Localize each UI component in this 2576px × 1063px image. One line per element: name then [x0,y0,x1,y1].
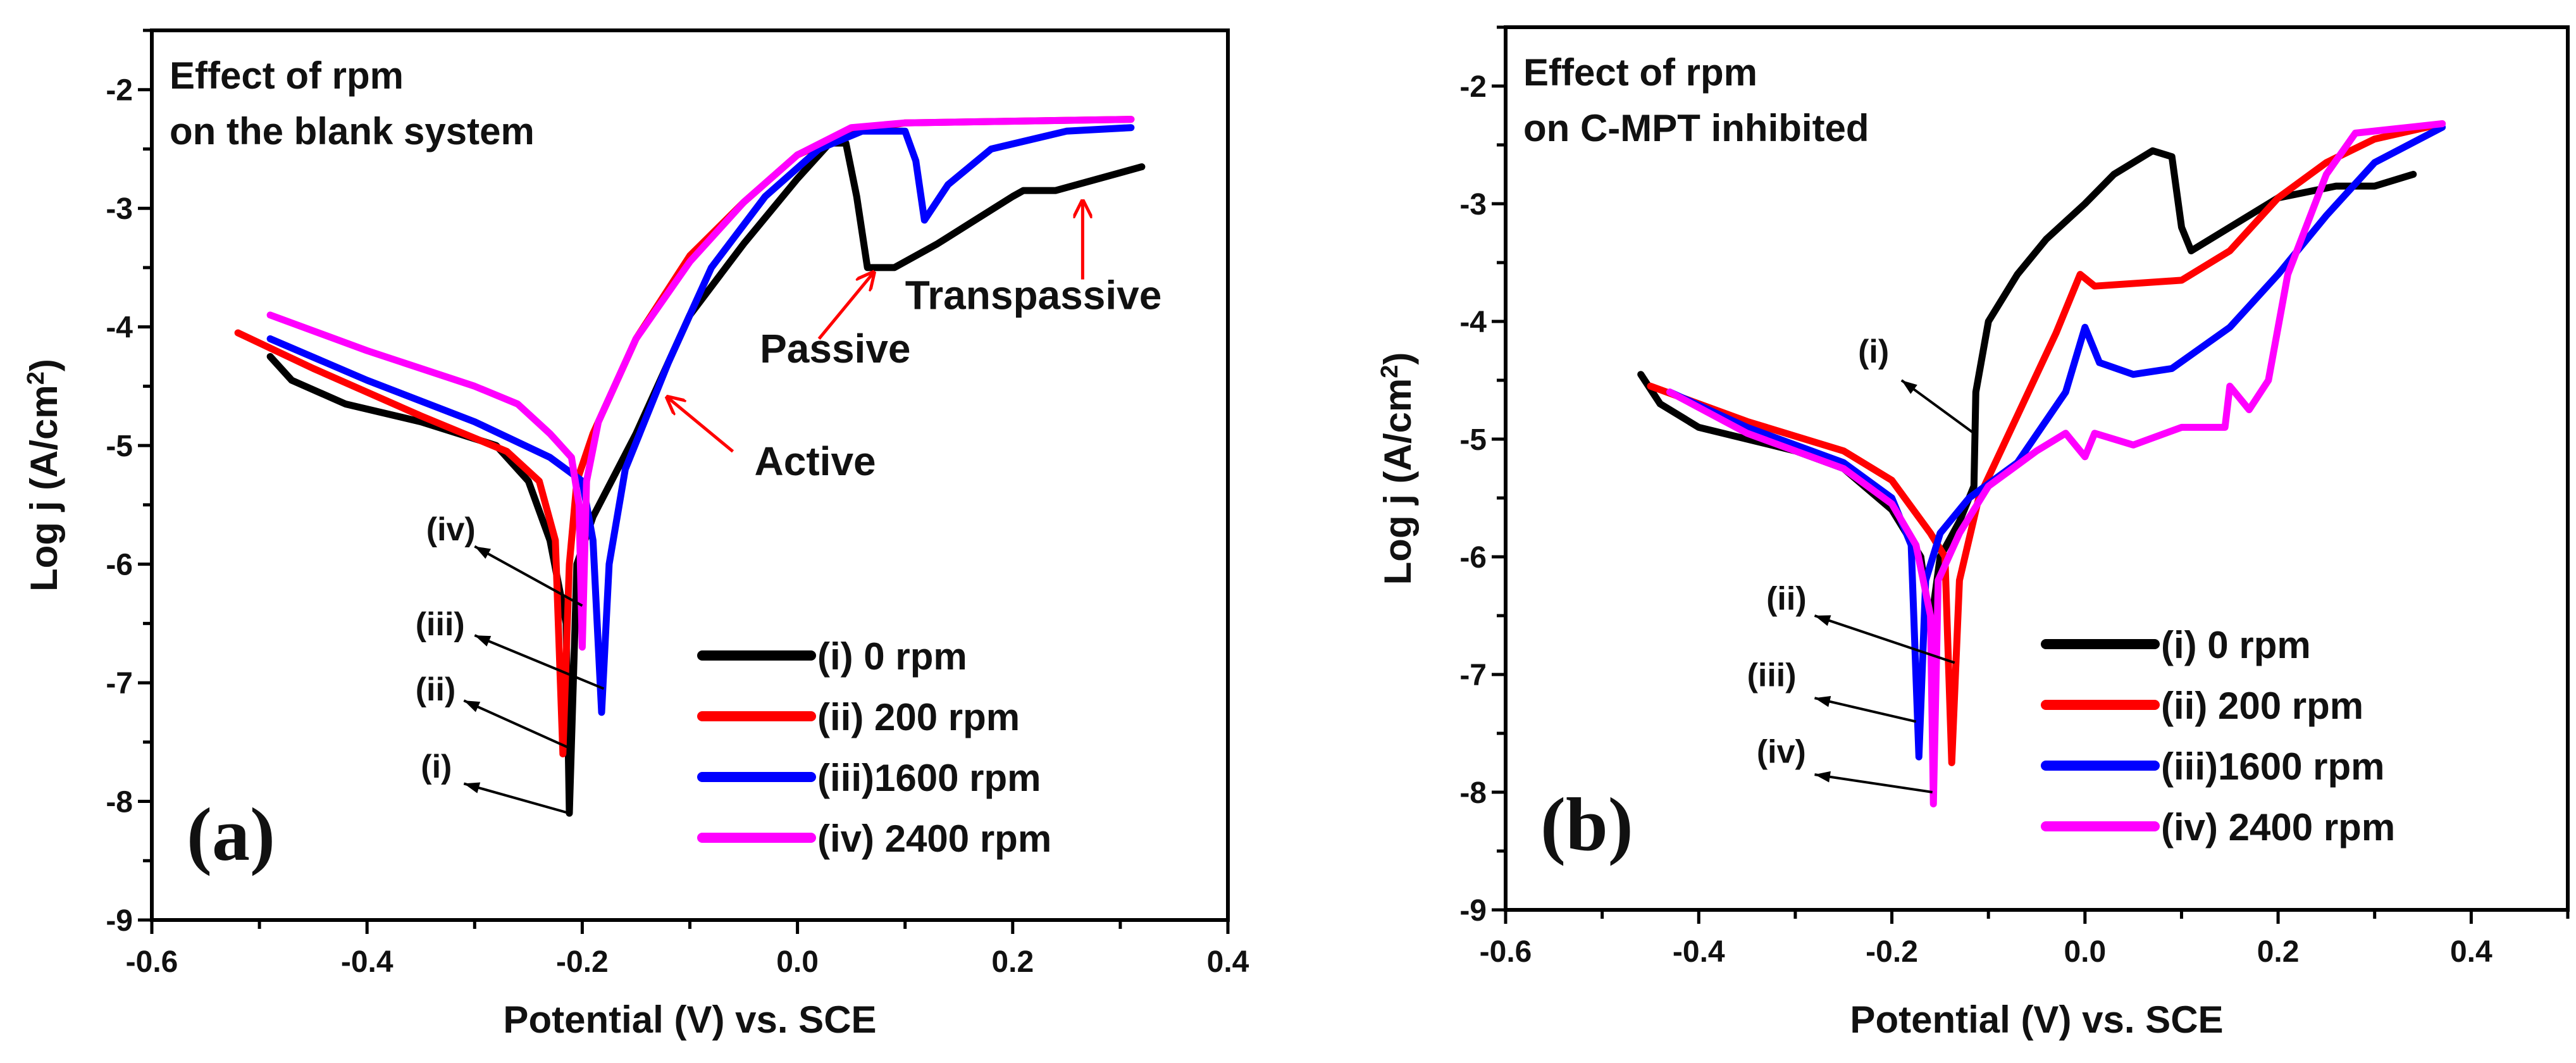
y-tick-label: -8 [1459,776,1487,810]
annotation-label: Transpassive [905,273,1162,318]
annotation-arrow [1814,773,1933,793]
panel-b: -0.6 -0.4 -0.2 0.0 0.2 0.4 -9 -8 -7 -6 -5 -4 -3 -2 Pot… [1377,25,2570,1041]
y-tick-label: -4 [1459,306,1487,339]
annotation-arrowhead [1814,771,1831,783]
y-axis-label-part: Log j (A/cm [1377,378,1419,585]
plot-frame [1504,25,2570,912]
annotation-label: (ii) [1766,581,1807,618]
annotation-arrowhead [464,782,481,793]
x-tick-label: 0.2 [2257,935,2300,969]
y-tick-label: -6 [1459,541,1487,575]
annotation-arrowhead [474,635,492,647]
y-axis-label-part: 2 [1377,365,1403,378]
x-tick-label: -0.4 [1673,935,1725,969]
chart-title-line: on the blank system [170,110,535,152]
annotation-arrowhead [474,546,491,559]
x-tick-label: 0.4 [2450,935,2492,969]
panel-label: (b) [1540,782,1633,866]
x-tick-label: -0.6 [126,945,178,979]
y-tick-label: -5 [106,430,133,463]
series-line-4 [266,116,1135,651]
annotation-arrow [1814,614,1955,664]
y-axis-label-part: Log j (A/cm [23,385,65,592]
annotation-label: (iv) [426,511,476,548]
x-tick-label: -0.6 [1480,935,1532,969]
x-tick-label: -0.2 [1866,935,1918,969]
y-axis-label: Log j (A/cm2) [23,359,65,592]
series-line-3 [266,124,1135,716]
annotation-arrow [1814,697,1917,723]
y-tick-label: -2 [106,74,133,108]
y-axis-label-part: ) [1377,352,1419,365]
legend-label: (i) 0 rpm [817,635,967,678]
y-tick-label: -4 [106,311,133,345]
annotation-label: Passive [760,326,910,371]
panel-label: (a) [187,792,275,876]
x-axis-label: Potential (V) vs. SCE [503,998,876,1041]
chart-title-line: on C-MPT inhibited [1523,107,1869,149]
annotation-arrowhead [1814,615,1831,626]
annotation-label: (iii) [1747,657,1797,694]
legend-label: (ii) 200 rpm [2161,685,2363,727]
legend-label: (i) 0 rpm [2161,624,2311,666]
y-tick-label: -8 [106,786,133,819]
y-axis-label-part: 2 [23,371,49,385]
y-axis-label-part: ) [23,359,65,371]
series-line-4 [1666,120,2446,808]
annotation-arrowhead [464,700,481,712]
annotation-label: (i) [1858,333,1889,370]
x-axis-label: Potential (V) vs. SCE [1850,998,2223,1041]
annotation-label: (i) [421,749,452,785]
y-tick-label: -3 [106,192,133,226]
y-tick-label: -2 [1459,70,1487,104]
legend-label: (iv) 2400 rpm [2161,806,2395,849]
legend-label: (iv) 2400 rpm [817,817,1051,860]
y-tick-label: -7 [1459,659,1487,692]
y-tick-label: -6 [106,549,133,582]
annotation-arrow [817,273,873,340]
annotation-arrowhead [1901,380,1917,394]
annotation-label: (ii) [416,671,456,708]
y-tick-label: -7 [106,667,133,700]
chart-title-line: Effect of rpm [170,54,404,97]
x-tick-label: -0.2 [556,945,609,979]
panel-a: -0.6 -0.4 -0.2 0.0 0.2 0.4 -9 -8 -7 -6 -5 -4 -3 -2 Pot… [23,28,1249,1041]
series-line-2 [1647,120,2446,766]
annotation-label: (iii) [416,606,465,643]
legend-label: (iii)1600 rpm [2161,745,2384,788]
legend-label: (iii)1600 rpm [817,757,1041,799]
y-tick-label: -5 [1459,423,1487,457]
annotation-arrowhead [1814,696,1831,707]
annotation-label: (iv) [1757,734,1806,771]
annotation-arrow [463,699,570,749]
annotation-label: Active [755,438,876,484]
annotation-arrow [668,398,734,453]
legend-label: (ii) 200 rpm [817,696,1020,738]
annotation-arrow [474,545,583,607]
annotation-arrow [474,634,605,690]
x-tick-label: 0.0 [776,945,819,979]
annotation-arrow [463,782,570,815]
y-tick-label: -9 [1459,894,1487,928]
x-tick-label: 0.2 [991,945,1034,979]
series-line-2 [234,116,1135,757]
x-tick-label: 0.4 [1207,945,1249,979]
y-tick-label: -9 [106,904,133,938]
x-tick-label: -0.4 [341,945,393,979]
plot-frame [150,28,1230,922]
chart-title-line: Effect of rpm [1523,51,1757,94]
x-tick-label: 0.0 [2064,935,2106,969]
y-tick-label: -3 [1459,188,1487,221]
y-axis-label: Log j (A/cm2) [1377,352,1419,585]
